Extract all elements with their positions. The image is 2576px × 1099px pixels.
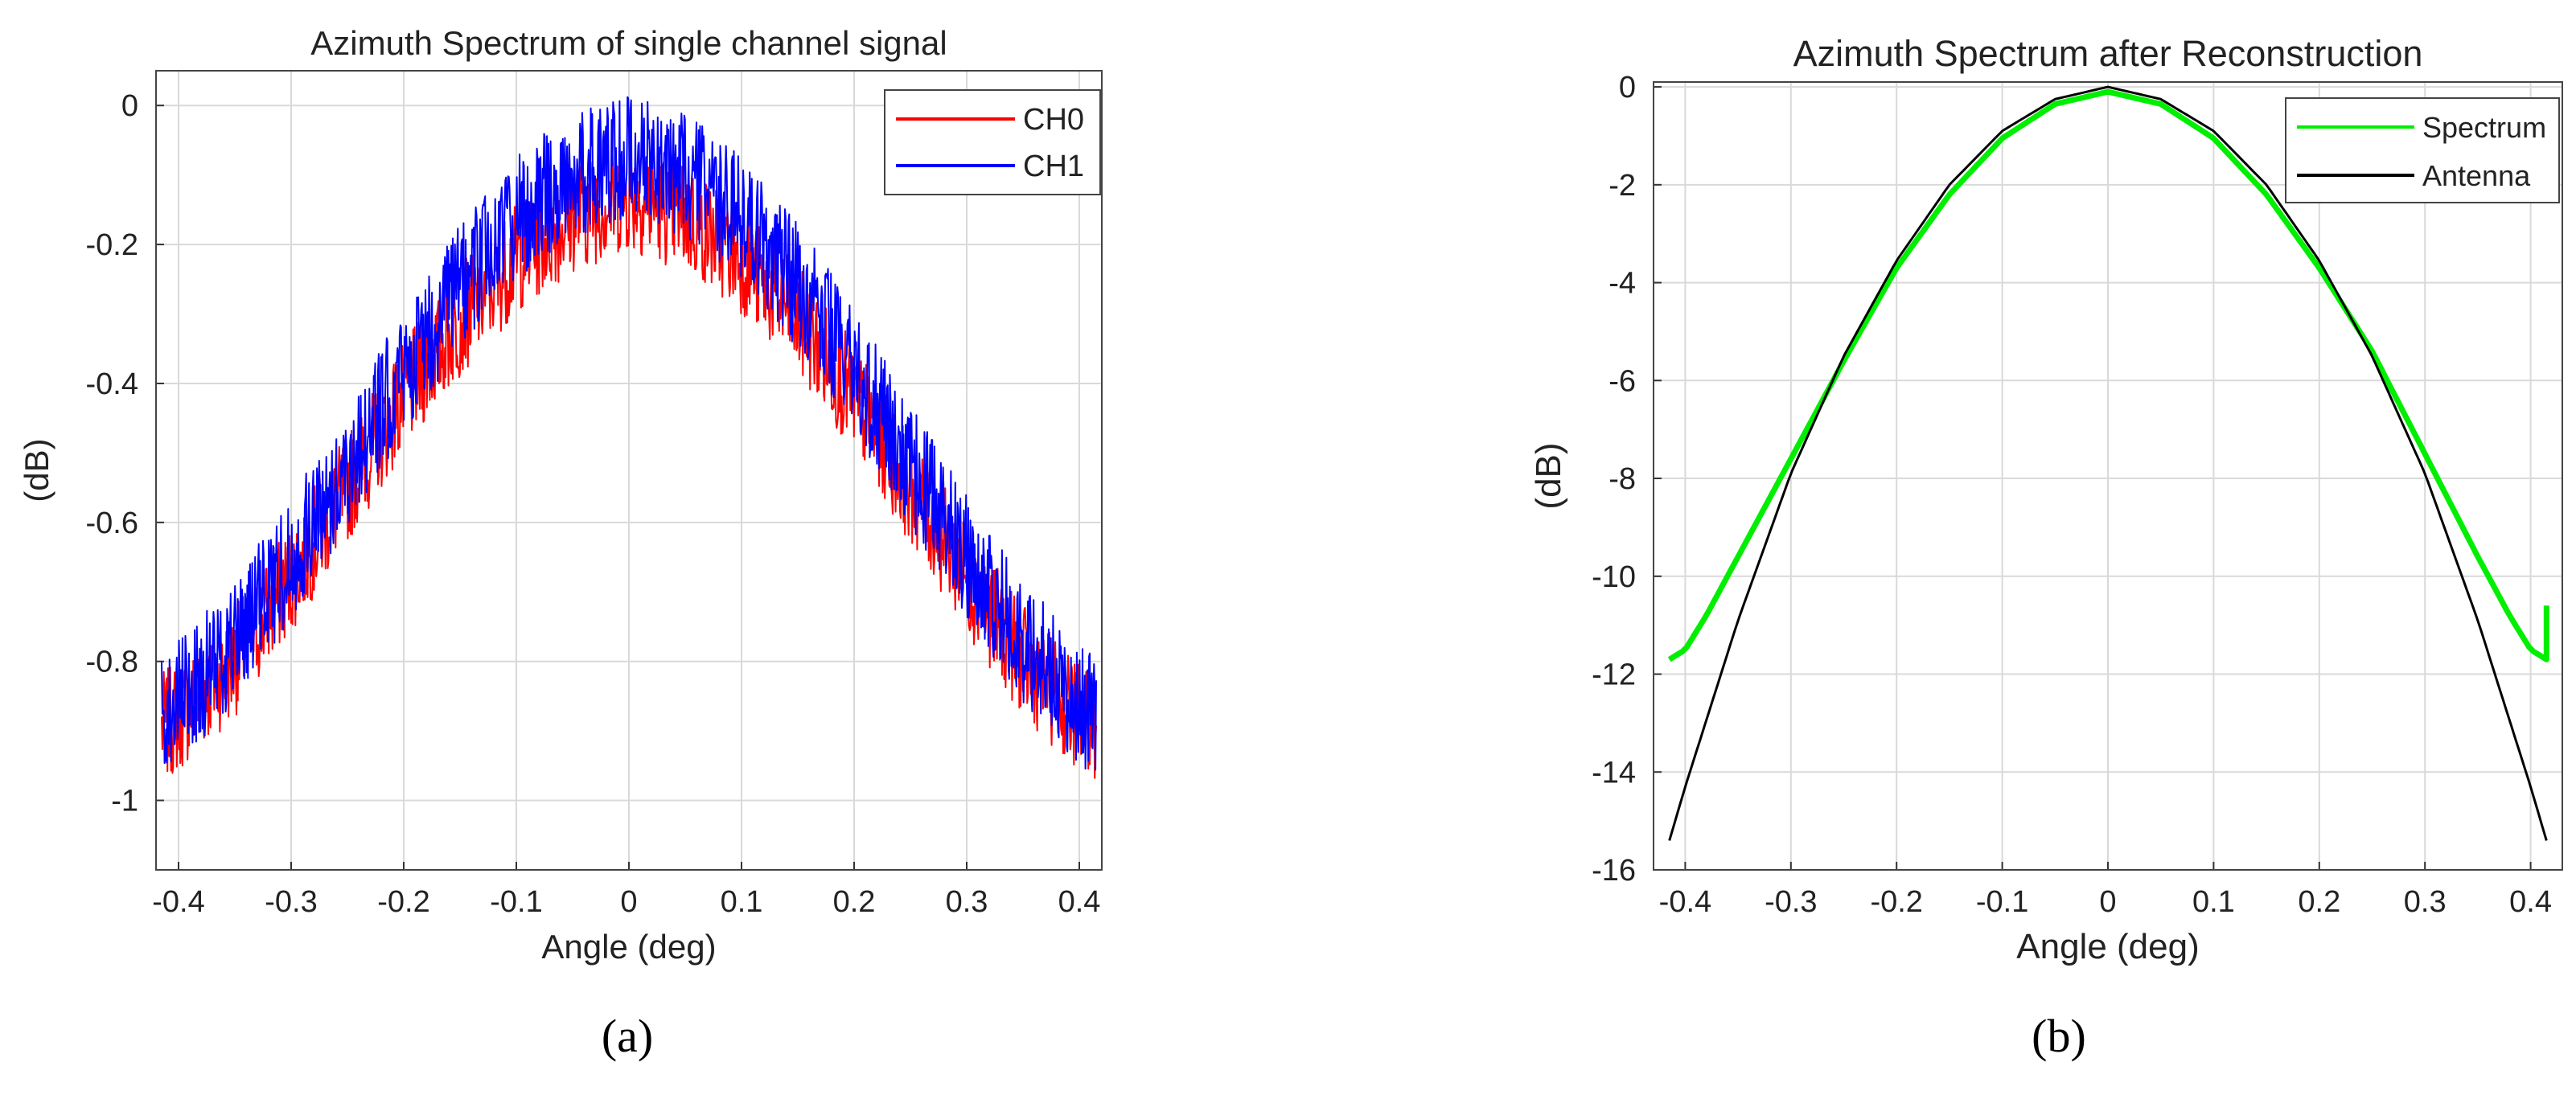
x-tick-label: 0.3 [946, 885, 988, 919]
plot-frame [1653, 81, 2563, 871]
y-tick-label: -16 [1592, 854, 1636, 888]
x-tick-label: 0.1 [2192, 885, 2235, 919]
chart-title: Azimuth Spectrum after Reconstruction [1793, 33, 2423, 74]
x-tick-label: -0.4 [152, 885, 204, 919]
y-tick-label: -8 [1608, 462, 1636, 496]
y-tick-label: -12 [1592, 658, 1636, 692]
y-tick-label: -14 [1592, 756, 1636, 789]
legend-box [884, 89, 1101, 195]
y-tick-label: 0 [1619, 71, 1636, 105]
legend-label-antenna: Antenna [2422, 159, 2531, 192]
y-tick-label: -10 [1592, 560, 1636, 594]
y-tick-label: -4 [1608, 267, 1636, 301]
series-line-spectrum [1667, 88, 2549, 662]
x-tick-label: 0.4 [2509, 885, 2552, 919]
series-line-ch1 [161, 96, 1097, 771]
legend-box [2285, 97, 2560, 203]
x-tick-label: 0.4 [1058, 885, 1101, 919]
legend-label-ch0: CH0 [1023, 103, 1084, 137]
x-tick-label: -0.2 [377, 885, 429, 919]
x-tick-label: 0.3 [2404, 885, 2447, 919]
x-tick-label: -0.1 [1976, 885, 2028, 919]
chart-panel-b: -0.4 -0.3 -0.2 -0.1 0 0.1 0.2 0.3 0.4 0 -2 -4 -6 -8 -1… [1287, 0, 2576, 1099]
y-tick-label: -2 [1608, 169, 1636, 203]
y-tick-label: -0.2 [86, 228, 138, 262]
legend-label-ch1: CH1 [1023, 150, 1084, 183]
x-tick-label: 0 [620, 885, 637, 919]
chart-panel-a: -0.4 -0.3 -0.2 -0.1 0 0.1 0.2 0.3 0.4 0 -0.2 -0.4 -0… [0, 0, 1287, 1099]
legend-label-spectrum: Spectrum [2422, 111, 2546, 144]
x-tick-label: -0.3 [1765, 885, 1817, 919]
x-tick-label: -0.4 [1659, 885, 1711, 919]
y-axis-label: (dB) [1529, 442, 1568, 509]
x-tick-label: -0.1 [490, 885, 542, 919]
y-tick-label: -0.8 [86, 646, 138, 679]
plot-frame [155, 70, 1103, 871]
x-tick-label: 0.2 [833, 885, 876, 919]
x-tick-label: 0.1 [721, 885, 763, 919]
x-tick-label: -0.3 [265, 885, 317, 919]
panel-label-b: (b) [2032, 1010, 2086, 1062]
x-axis-label: Angle (deg) [2016, 927, 2199, 966]
x-tick-label: 0 [2099, 885, 2116, 919]
chart-a-svg: -0.4 -0.3 -0.2 -0.1 0 0.1 0.2 0.3 0.4 0 -0.2 -0.4 -0… [18, 24, 1103, 966]
y-tick-label: -0.6 [86, 506, 138, 540]
series-line-antenna [1668, 85, 2548, 841]
series-line-ch0 [161, 150, 1097, 779]
y-axis-label: (dB) [18, 438, 55, 502]
panel-label-a: (a) [601, 1010, 654, 1062]
legend: Spectrum Antenna [2285, 97, 2560, 203]
x-axis-label: Angle (deg) [541, 928, 716, 966]
y-tick-label: -1 [111, 785, 138, 818]
x-tick-label: -0.2 [1870, 885, 1922, 919]
y-tick-label: 0 [121, 89, 138, 123]
chart-title: Azimuth Spectrum of single channel signa… [310, 24, 947, 62]
y-tick-label: -0.4 [86, 367, 138, 401]
x-tick-label: 0.2 [2298, 885, 2340, 919]
y-tick-label: -6 [1608, 364, 1636, 398]
chart-b-svg: -0.4 -0.3 -0.2 -0.1 0 0.1 0.2 0.3 0.4 0 -2 -4 -6 -8 -1… [1529, 33, 2563, 966]
